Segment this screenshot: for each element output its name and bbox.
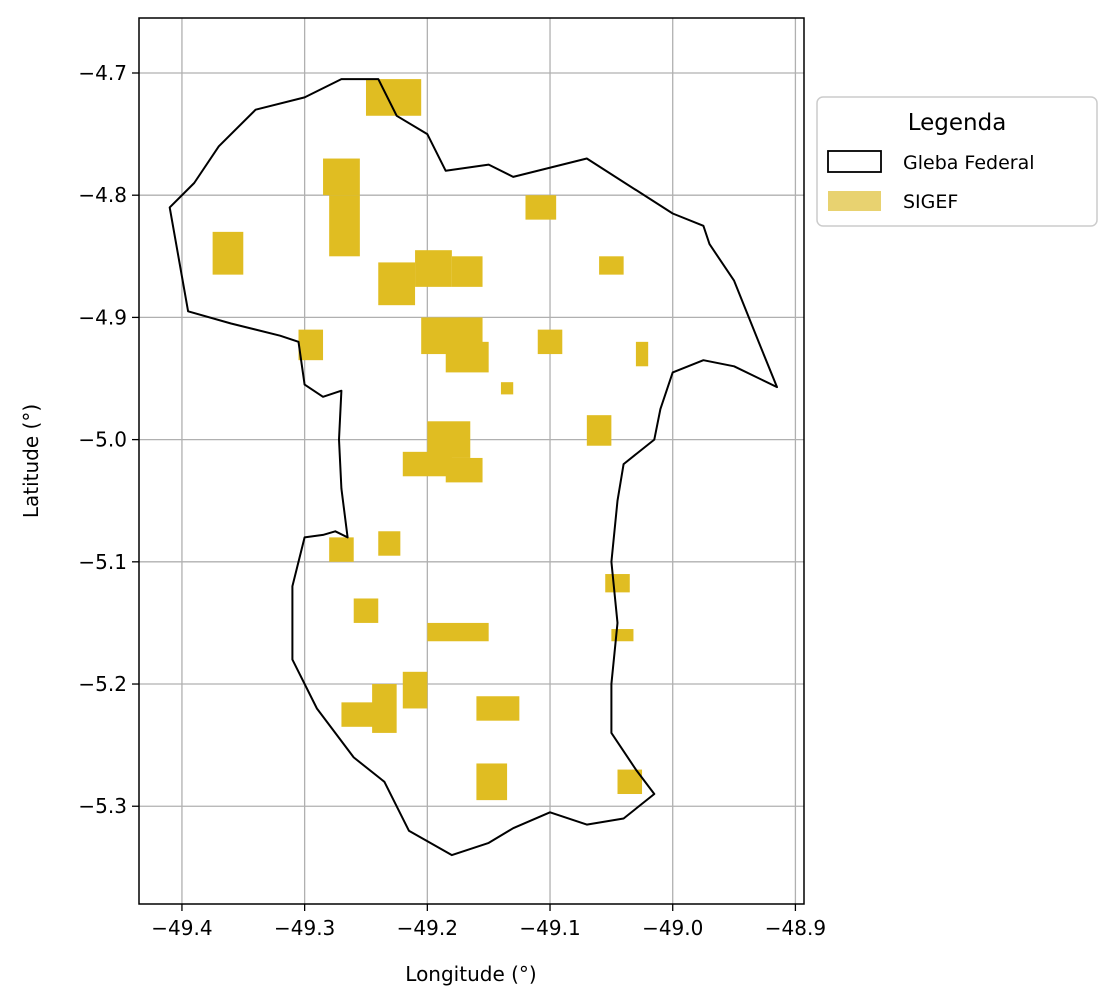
sigef-parcel [636,342,648,366]
x-axis-label: Longitude (°) [405,962,536,986]
sigef-parcel [605,574,630,592]
sigef-parcel [329,537,354,561]
x-tick-label: −49.1 [519,916,580,940]
sigef-parcel [611,629,633,641]
sigef-parcel [476,763,507,800]
x-axis-ticks: −49.4 −49.3 −49.2 −49.1 −49.0 −48.9 [151,904,826,940]
legend-swatch-sigef [828,191,881,211]
sigef-parcel [452,256,483,287]
sigef-parcel [213,232,244,275]
y-axis-ticks: −4.7 −4.8 −4.9 −5.0 −5.1 −5.2 −5.3 [78,61,139,818]
sigef-parcel [525,195,556,219]
sigef-parcel [427,623,488,641]
sigef-parcel [323,159,360,196]
sigef-parcel [378,531,400,555]
x-tick-label: −49.3 [274,916,335,940]
x-tick-label: −49.2 [397,916,458,940]
sigef-parcel [299,330,324,361]
sigef-parcel [587,415,612,446]
sigef-parcel [446,342,489,373]
legend-title: Legenda [908,110,1007,136]
sigef-parcel [599,256,624,274]
y-axis-label: Latitude (°) [19,404,43,518]
y-tick-label: −5.0 [78,428,127,452]
sigef-parcel [415,250,452,287]
legend-label-sigef: SIGEF [903,191,958,213]
x-tick-label: −48.9 [765,916,826,940]
sigef-parcel [372,684,397,733]
legend-swatch-gleba [828,151,881,172]
y-tick-label: −4.9 [78,305,127,329]
y-tick-label: −5.1 [78,550,127,574]
sigef-parcel [476,696,519,720]
sigef-parcel [538,330,563,354]
y-tick-label: −5.3 [78,794,127,818]
legend: Legenda Gleba Federal SIGEF [817,97,1097,226]
sigef-parcel [403,452,452,476]
sigef-parcel [329,195,360,256]
sigef-parcel [403,672,428,709]
legend-label-gleba: Gleba Federal [903,152,1035,174]
y-tick-label: −4.7 [78,61,127,85]
y-tick-label: −4.8 [78,183,127,207]
x-tick-label: −49.4 [151,916,212,940]
sigef-parcel [354,598,379,622]
y-tick-label: −5.2 [78,672,127,696]
x-tick-label: −49.0 [642,916,703,940]
sigef-parcel [501,382,513,394]
sigef-parcel [446,458,483,482]
sigef-parcel [378,262,415,305]
